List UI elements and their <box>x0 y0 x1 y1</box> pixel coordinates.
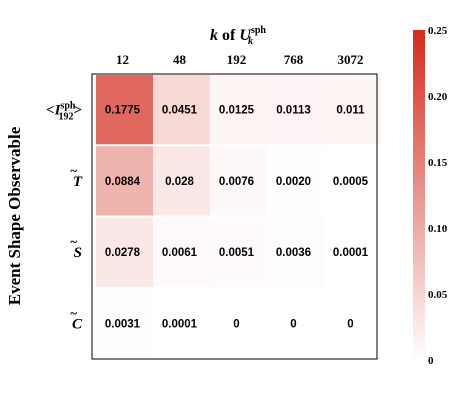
heatmap-cell <box>267 146 324 216</box>
y-tick-tilde: ~ <box>70 163 77 178</box>
heatmap-cell <box>96 217 153 287</box>
heatmap-cell <box>267 217 324 287</box>
colorbar-tick-label: 0.10 <box>428 223 448 235</box>
cell-value-label: 0.0005 <box>333 176 369 188</box>
cell-value-label: 0.0001 <box>162 318 198 330</box>
cell-value-label: 0.0020 <box>276 176 311 188</box>
heatmap-cell <box>153 288 210 358</box>
cell-value-label: 0.0061 <box>162 247 198 259</box>
colorbar-tick-label: 0 <box>428 355 434 367</box>
x-tick-label: 768 <box>284 52 304 67</box>
y-tick-tilde: ~ <box>70 234 77 249</box>
cell-value-label: 0.0076 <box>219 176 254 188</box>
cell-value-label: 0.0001 <box>333 247 369 259</box>
x-tick-labels: 12 48 192 768 3072 <box>116 52 364 67</box>
y-tick-labels: <Isph 192>T~S~C~ <box>46 101 83 333</box>
x-title-script: U <box>239 27 252 44</box>
heatmap-cell <box>324 217 381 287</box>
heatmap-cell <box>96 75 153 145</box>
heatmap-cell <box>324 288 381 358</box>
heatmap-cell <box>210 75 267 145</box>
x-title-prefix: k <box>210 27 218 44</box>
heatmap-cell <box>267 288 324 358</box>
cell-value-label: 0.0036 <box>276 247 311 259</box>
cell-value-label: 0.0125 <box>219 105 255 117</box>
cell-value-label: 0.0113 <box>276 105 311 117</box>
heatmap-cell <box>210 217 267 287</box>
colorbar-tick-label: 0.20 <box>428 91 448 103</box>
y-tick-tilde: ~ <box>70 305 77 320</box>
plot-frame <box>91 73 378 360</box>
cell-value-label: 0.0884 <box>105 176 141 188</box>
cell-value-label: 0 <box>347 318 353 330</box>
heatmap-cell <box>153 146 210 216</box>
heatmap-cell <box>153 217 210 287</box>
cell-value-label: 0 <box>233 318 239 330</box>
colorbar-tick-label: 0.05 <box>428 289 448 301</box>
cell-value-label: 0.028 <box>165 176 194 188</box>
x-tick-label: 48 <box>173 52 187 67</box>
y-tick-label: C <box>72 316 83 332</box>
y-tick-label: S <box>74 245 82 261</box>
y-axis-title: Event Shape Observable <box>5 126 24 305</box>
colorbar <box>413 30 425 360</box>
colorbar-tick-label: 0.15 <box>428 157 448 169</box>
y-tick-label: T <box>73 174 83 190</box>
cell-value-label: 0.0278 <box>105 247 141 259</box>
x-title-sub: k <box>248 36 253 47</box>
heatmap-cell <box>210 288 267 358</box>
heatmap-cell <box>96 146 153 216</box>
cell-value-label: 0 <box>290 318 296 330</box>
colorbar-tick-label: 0.25 <box>428 25 448 37</box>
x-tick-label: 12 <box>116 52 129 67</box>
x-tick-label: 3072 <box>338 52 364 67</box>
cell-value-labels: 0.1775 0.0451 0.0125 0.0113 0.011 0.0884 0.028… <box>105 105 369 331</box>
heatmap-cell <box>96 288 153 358</box>
colorbar-tick-labels: 0.25 0.20 0.15 0.10 0.05 0 <box>428 25 448 367</box>
heatmap-cells <box>96 75 381 358</box>
cell-value-label: 0.011 <box>336 105 365 117</box>
cell-value-label: 0.1775 <box>105 105 141 117</box>
heatmap-cell <box>210 146 267 216</box>
cell-value-label: 0.0031 <box>105 318 141 330</box>
x-title-sup: sph <box>251 25 266 36</box>
heatmap-cell <box>324 146 381 216</box>
heatmap-cell <box>267 75 324 145</box>
heatmap-cell <box>153 75 210 145</box>
x-axis-title: k of Usph k <box>210 25 266 47</box>
x-tick-label: 192 <box>227 52 247 67</box>
y-tick-label: <Isph 192> <box>46 101 82 123</box>
x-title-middle: of <box>218 27 239 44</box>
cell-value-label: 0.0051 <box>219 247 255 259</box>
cell-value-label: 0.0451 <box>162 105 198 117</box>
heatmap-cell <box>324 75 381 145</box>
